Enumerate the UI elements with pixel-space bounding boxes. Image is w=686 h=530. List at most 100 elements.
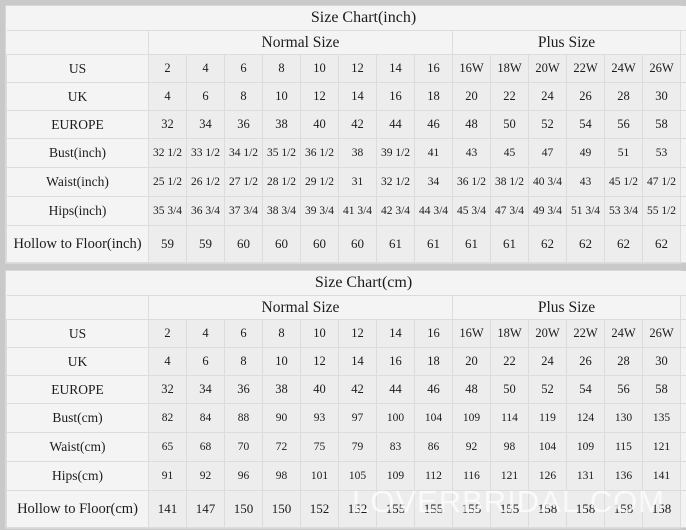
table-cell: 83 xyxy=(376,432,415,462)
table-cell: 53 3/4 xyxy=(604,196,643,226)
table-cell: 8 xyxy=(262,319,301,348)
table-cell: 97 xyxy=(338,403,377,433)
table-cell: 16W xyxy=(452,54,491,83)
table-cell: 38 3/4 xyxy=(262,196,301,226)
table-cell: 59 xyxy=(148,225,187,263)
table-cell: 92 xyxy=(452,432,491,462)
table-cell: 34 xyxy=(186,110,225,139)
table-cell: 22W xyxy=(566,319,605,348)
table-cell: 20W xyxy=(528,54,567,83)
table-cell: 56 xyxy=(604,375,643,404)
table-cell: 36 3/4 xyxy=(186,196,225,226)
table-cell: 40 xyxy=(300,375,339,404)
table-row: Waist(cm) 65 68 70 72 75 79 83 86 92 98 104 109 115 12… xyxy=(6,432,686,462)
table-cell: 24W xyxy=(604,319,643,348)
table-cell: 22W xyxy=(566,54,605,83)
table-cell: 72 xyxy=(262,432,301,462)
table-cell: 28 xyxy=(604,82,643,111)
table-cell: 32 xyxy=(148,110,187,139)
table-cell: 158 xyxy=(528,490,567,528)
table-cell: 62 xyxy=(566,225,605,263)
table-cell: 44 3/4 xyxy=(414,196,453,226)
table-cell: 6 xyxy=(186,82,225,111)
group-header-normal-size: Normal Size xyxy=(148,30,453,55)
table-row: US 2 4 6 8 10 12 14 16 16W 18W 20W 22W 24W 26W xyxy=(6,54,686,83)
table-cell: 14 xyxy=(376,54,415,83)
table-cell: 4 xyxy=(186,54,225,83)
table-cell: 105 xyxy=(338,461,377,491)
table-cell: 62 xyxy=(528,225,567,263)
table-cell: 104 xyxy=(528,432,567,462)
table-cell: 32 1/2 xyxy=(148,138,187,168)
table-cell: 4 xyxy=(186,319,225,348)
table-cell: 25 1/2 xyxy=(148,167,187,197)
table-cell: 84 xyxy=(186,403,225,433)
table-cell: 56 xyxy=(604,110,643,139)
table-cell: 46 xyxy=(414,375,453,404)
table-cell: 152 xyxy=(338,490,377,528)
table-cell: 22 xyxy=(490,82,529,111)
table-cell: 62 xyxy=(604,225,643,263)
table-cell: 37 3/4 xyxy=(224,196,263,226)
row-label: Bust(inch) xyxy=(6,138,149,168)
table-cell: 18 xyxy=(414,347,453,376)
table-cell: 4 xyxy=(148,82,187,111)
table-cell: 61 xyxy=(414,225,453,263)
table-cell: 12 xyxy=(338,54,377,83)
row-tail-spacer xyxy=(679,319,686,348)
table-cell: 35 3/4 xyxy=(148,196,187,226)
size-chart-cm-body: Size Chart(cm) Normal Size Plus Size US 2 4… xyxy=(6,271,686,528)
row-label: EUROPE xyxy=(6,375,149,404)
table-cell: 8 xyxy=(262,54,301,83)
table-cell: 92 xyxy=(186,461,225,491)
row-tail-spacer xyxy=(679,461,686,491)
row-label: US xyxy=(6,319,149,348)
table-cell: 16W xyxy=(452,319,491,348)
table-cell: 6 xyxy=(186,347,225,376)
table-cell: 54 xyxy=(566,110,605,139)
row-label: Hollow to Floor(cm) xyxy=(6,490,149,528)
table-cell: 39 1/2 xyxy=(376,138,415,168)
table-cell: 43 xyxy=(452,138,491,168)
table-cell: 155 xyxy=(490,490,529,528)
table-cell: 18W xyxy=(490,54,529,83)
table-cell: 60 xyxy=(300,225,339,263)
table-cell: 43 xyxy=(566,167,605,197)
group-header-plus-size: Plus Size xyxy=(452,295,681,320)
table-cell: 38 xyxy=(338,138,377,168)
table-cell: 147 xyxy=(186,490,225,528)
table-cell: 20W xyxy=(528,319,567,348)
table-cell: 50 xyxy=(490,110,529,139)
table-cell: 52 xyxy=(528,110,567,139)
chart-title-row: Size Chart(cm) xyxy=(6,271,686,296)
row-label: Waist(cm) xyxy=(6,432,149,462)
table-cell: 29 1/2 xyxy=(300,167,339,197)
table-cell: 2 xyxy=(148,319,187,348)
table-cell: 34 1/2 xyxy=(224,138,263,168)
group-header-tail xyxy=(679,30,686,55)
row-label: Waist(inch) xyxy=(6,167,149,197)
table-cell: 33 1/2 xyxy=(186,138,225,168)
table-cell: 141 xyxy=(148,490,187,528)
table-cell: 39 3/4 xyxy=(300,196,339,226)
size-chart-cm-table: Size Chart(cm) Normal Size Plus Size US 2 4… xyxy=(6,271,686,528)
size-chart-inch-body: Size Chart(inch) Normal Size Plus Size US… xyxy=(6,6,686,263)
row-tail-spacer xyxy=(679,196,686,226)
table-cell: 30 xyxy=(642,82,681,111)
table-cell: 26 xyxy=(566,82,605,111)
table-cell: 10 xyxy=(300,54,339,83)
group-header-plus-size: Plus Size xyxy=(452,30,681,55)
table-cell: 34 xyxy=(186,375,225,404)
group-header-corner xyxy=(6,30,149,55)
table-cell: 36 1/2 xyxy=(300,138,339,168)
table-cell: 27 1/2 xyxy=(224,167,263,197)
table-row: EUROPE 32 34 36 38 40 42 44 46 48 50 52 54 56 58 xyxy=(6,375,686,404)
row-label: EUROPE xyxy=(6,110,149,139)
table-row: UK 4 6 8 10 12 14 16 18 20 22 24 26 28 30 xyxy=(6,347,686,376)
row-label: Hips(inch) xyxy=(6,196,149,226)
table-cell: 98 xyxy=(262,461,301,491)
row-tail-spacer xyxy=(679,375,686,404)
row-tail-spacer xyxy=(679,225,686,263)
table-cell: 141 xyxy=(642,461,681,491)
table-cell: 12 xyxy=(338,319,377,348)
